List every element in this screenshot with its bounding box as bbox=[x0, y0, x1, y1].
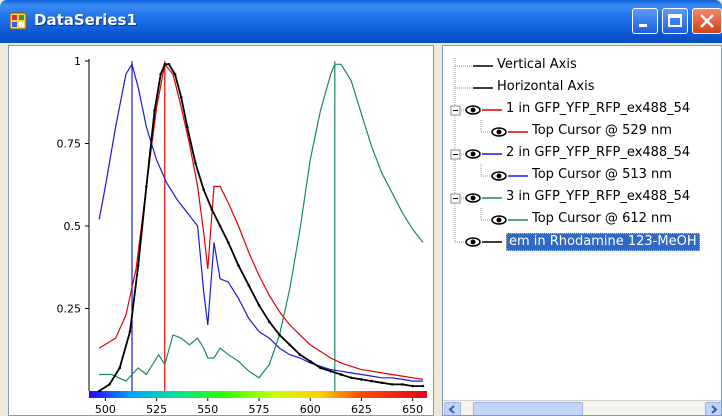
series-point bbox=[360, 378, 363, 381]
series-point bbox=[163, 63, 167, 66]
visibility-eye-icon[interactable] bbox=[465, 149, 481, 159]
series-point bbox=[128, 330, 132, 333]
series-point bbox=[349, 376, 353, 380]
series-line bbox=[98, 62, 423, 380]
series-point bbox=[179, 96, 183, 99]
series-point bbox=[329, 369, 333, 373]
series-point bbox=[308, 360, 312, 363]
series-point bbox=[145, 185, 148, 188]
scroll-right-button[interactable] bbox=[705, 402, 721, 415]
close-button[interactable] bbox=[692, 8, 722, 34]
series-point bbox=[267, 320, 271, 324]
series-point bbox=[202, 188, 206, 191]
collapse-icon[interactable] bbox=[450, 193, 461, 204]
tree-item-label[interactable]: 1 in GFP_YFP_RFP_ex488_54 bbox=[506, 101, 691, 116]
series-point bbox=[136, 264, 140, 267]
visibility-eye-icon[interactable] bbox=[465, 237, 481, 247]
series-line bbox=[98, 62, 423, 382]
y-tick-label: 0.5 bbox=[64, 220, 82, 233]
tree-item-label[interactable]: Top Cursor @ 529 nm bbox=[532, 123, 672, 138]
y-tick-label: 0.75 bbox=[57, 138, 82, 151]
visibility-eye-icon[interactable] bbox=[465, 105, 481, 115]
series-point bbox=[118, 366, 122, 370]
series-point bbox=[237, 264, 240, 267]
maximize-icon bbox=[668, 14, 682, 27]
spectrum-chart[interactable]: 1 0.75 0.5 0.25 500 525 550 575 600 625 650 bbox=[9, 46, 434, 416]
x-tick-label: 500 bbox=[95, 403, 116, 416]
series-line bbox=[99, 63, 424, 382]
tree-item-label[interactable]: em in Rhodamine 123-MeOH bbox=[506, 233, 700, 251]
arrow-left-icon bbox=[448, 405, 455, 414]
tree-connectors bbox=[450, 58, 528, 247]
scroll-thumb[interactable] bbox=[473, 402, 583, 415]
tree-item-label[interactable]: 2 in GFP_YFP_RFP_ex488_54 bbox=[506, 145, 691, 160]
collapse-icon[interactable] bbox=[450, 149, 461, 160]
horizontal-scrollbar[interactable] bbox=[443, 400, 721, 415]
arrow-right-icon bbox=[711, 405, 718, 414]
visibility-eye-icon[interactable] bbox=[491, 215, 507, 225]
maximize-button[interactable] bbox=[662, 8, 688, 34]
x-tick-label: 625 bbox=[351, 403, 372, 416]
x-tick-label: 575 bbox=[249, 403, 270, 416]
tree-item-label[interactable]: Top Cursor @ 513 nm bbox=[532, 167, 672, 182]
series-point bbox=[288, 343, 292, 347]
tree-item-label[interactable]: Top Cursor @ 612 nm bbox=[532, 211, 672, 226]
series-point bbox=[186, 125, 189, 129]
window-title: DataSeries1 bbox=[34, 11, 137, 29]
series-point bbox=[210, 208, 214, 211]
series-point bbox=[226, 241, 230, 244]
series-point bbox=[194, 162, 197, 165]
visibility-eye-icon[interactable] bbox=[491, 171, 507, 181]
series-point bbox=[247, 284, 251, 287]
series-point bbox=[339, 373, 343, 376]
series-point bbox=[159, 72, 162, 76]
series-point bbox=[370, 379, 373, 383]
y-tick-label: 0.25 bbox=[57, 303, 82, 316]
wavelength-color-bar bbox=[89, 391, 427, 398]
y-tick-label: 1 bbox=[74, 55, 81, 68]
splitter[interactable] bbox=[434, 45, 442, 416]
series-point bbox=[278, 333, 281, 337]
minimize-icon bbox=[639, 24, 647, 27]
x-tick-label: 600 bbox=[300, 403, 321, 416]
series-point bbox=[401, 383, 404, 386]
x-tick-label: 650 bbox=[402, 403, 423, 416]
tree-item-label[interactable]: Vertical Axis bbox=[497, 57, 577, 72]
series-point bbox=[380, 381, 384, 385]
visibility-eye-icon[interactable] bbox=[491, 127, 507, 137]
series-point bbox=[411, 384, 414, 388]
series-point bbox=[97, 389, 101, 393]
scroll-left-button[interactable] bbox=[444, 402, 461, 415]
tree-item-label[interactable]: 3 in GFP_YFP_RFP_ex488_54 bbox=[506, 189, 691, 204]
series-point bbox=[390, 383, 394, 386]
series-point bbox=[153, 109, 156, 112]
visibility-eye-icon[interactable] bbox=[465, 193, 481, 203]
series-point bbox=[167, 63, 171, 66]
series-point bbox=[298, 353, 302, 357]
minimize-button[interactable] bbox=[632, 8, 658, 34]
tree-item-label[interactable]: Horizontal Axis bbox=[497, 79, 595, 94]
series-point bbox=[108, 383, 111, 386]
series-line bbox=[98, 63, 423, 392]
series-point bbox=[421, 384, 425, 388]
series-point bbox=[257, 303, 261, 307]
series-point bbox=[319, 366, 322, 370]
app-icon bbox=[9, 12, 27, 30]
chart-panel[interactable]: 1 0.75 0.5 0.25 500 525 550 575 600 625 650 bbox=[8, 45, 434, 416]
collapse-icon[interactable] bbox=[450, 105, 461, 116]
x-tick-label: 550 bbox=[197, 403, 218, 416]
x-tick-label: 525 bbox=[146, 403, 167, 416]
title-bar[interactable]: DataSeries1 bbox=[0, 0, 722, 43]
series-tree[interactable]: Vertical Axis Horizontal Axis 1 in GFP_YFP… bbox=[442, 45, 722, 416]
series-point bbox=[218, 224, 222, 228]
series-point bbox=[173, 72, 177, 76]
close-icon bbox=[700, 14, 714, 28]
